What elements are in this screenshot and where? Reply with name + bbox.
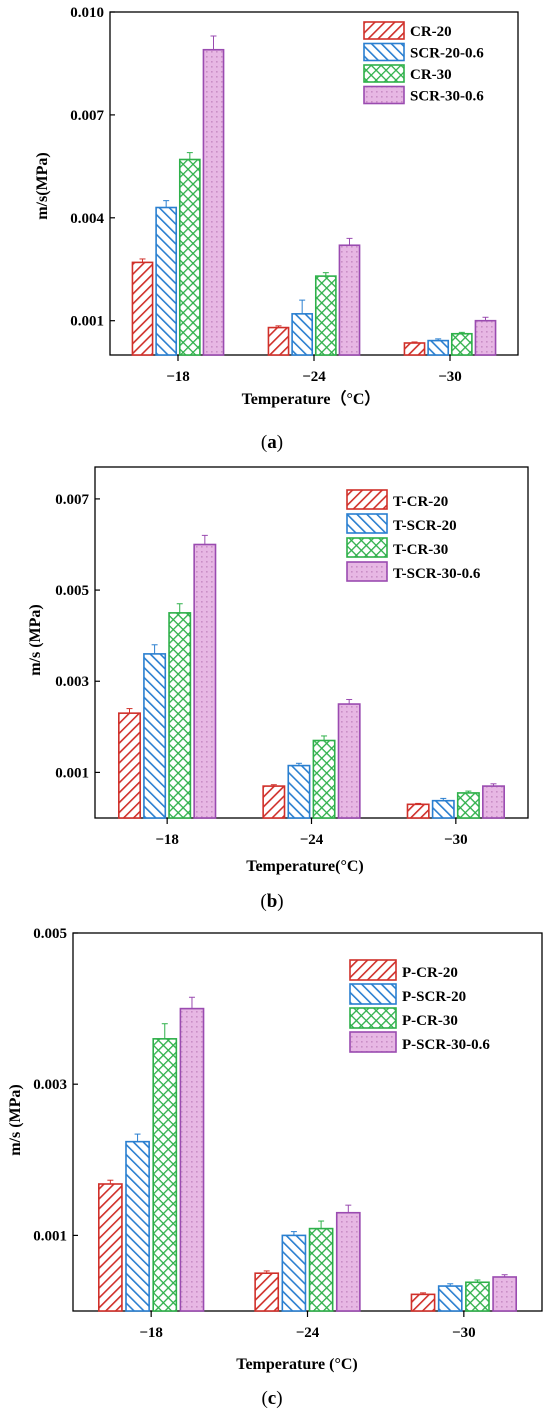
y-tick-label: 0.001 — [55, 765, 89, 781]
bar-scr-30-0.6 — [202, 48, 225, 356]
y-tick-label: 0.005 — [33, 926, 67, 942]
x-tick-label: −30 — [438, 369, 462, 385]
legend-swatch — [346, 489, 388, 510]
bar-p-scr-30-0.6 — [179, 1007, 205, 1312]
y-tick-label: 0.007 — [70, 108, 104, 124]
x-tick-label: −30 — [452, 1325, 476, 1341]
bar-t-scr-20 — [431, 799, 455, 819]
legend-swatch — [349, 1031, 397, 1053]
y-axis-label: m/s (MPa) — [27, 604, 44, 676]
bar-p-scr-30-0.6 — [335, 1211, 361, 1312]
bar-p-scr-20 — [281, 1234, 307, 1312]
bar-t-cr-20 — [262, 785, 286, 819]
bar-scr-20-0.6 — [427, 339, 450, 356]
legend-swatch — [346, 513, 388, 534]
panel-caption: (c) — [261, 1388, 282, 1409]
x-axis-label: Temperature（°C） — [242, 390, 381, 408]
legend-label: P-CR-20 — [402, 965, 458, 981]
panel-caption: (a) — [261, 432, 283, 453]
y-tick-label: 0.003 — [55, 674, 89, 690]
bar-t-cr-30 — [312, 739, 336, 819]
chart-panel-b: m/s (MPa) Temperature(°C) (b) 0.001 0.003… — [27, 466, 529, 912]
bar-t-scr-30-0.6 — [337, 703, 361, 819]
bar-t-cr-30 — [168, 612, 192, 819]
legend-label: T-SCR-20 — [393, 518, 457, 534]
legend-label: T-CR-30 — [393, 542, 448, 558]
legend-swatch — [346, 561, 388, 582]
legend-swatch — [349, 1007, 397, 1029]
y-tick-label: 0.005 — [55, 583, 89, 599]
bar-scr-30-0.6 — [338, 244, 361, 356]
legend-label: P-SCR-20 — [402, 989, 466, 1005]
x-tick-label: −18 — [139, 1325, 163, 1341]
legend-label: T-CR-20 — [393, 494, 448, 510]
y-tick-label: 0.001 — [70, 314, 104, 330]
legend-swatch — [363, 42, 405, 62]
legend-swatch — [363, 21, 405, 40]
x-tick-label: −30 — [444, 832, 468, 848]
bar-t-scr-30-0.6 — [482, 785, 505, 819]
bar-t-scr-20 — [287, 764, 311, 819]
legend-swatch — [349, 983, 397, 1005]
bar-p-cr-30 — [152, 1038, 178, 1312]
bar-cr-30 — [314, 275, 337, 356]
bar-p-cr-20 — [97, 1183, 123, 1312]
chart-panel-a: m/s(MPa) Temperature（°C） (a) 0.001 0.004 0… — [34, 5, 519, 453]
y-tick-label: 0.007 — [55, 492, 89, 508]
y-axis-label: m/s (MPa) — [7, 1084, 24, 1156]
bar-t-cr-20 — [406, 803, 430, 819]
bar-p-cr-20 — [254, 1272, 280, 1312]
bar-t-scr-20 — [143, 653, 167, 819]
x-axis-label: Temperature(°C) — [246, 858, 363, 875]
bar-t-cr-20 — [118, 712, 141, 819]
x-tick-label: −24 — [302, 369, 326, 385]
y-tick-label: 0.004 — [70, 211, 104, 227]
legend-swatch — [346, 537, 388, 558]
legend-swatch — [363, 85, 405, 105]
bar-p-scr-30-0.6 — [492, 1276, 518, 1312]
bar-cr-20 — [267, 326, 290, 356]
bar-p-cr-30 — [308, 1227, 334, 1312]
x-tick-label: −18 — [166, 369, 190, 385]
bar-p-cr-30 — [465, 1281, 490, 1312]
bar-scr-20-0.6 — [155, 206, 178, 356]
bar-p-scr-20 — [125, 1140, 150, 1312]
legend-label: T-SCR-30-0.6 — [393, 566, 481, 582]
chart-panel-c: m/s (MPa) Temperature (°C) (c) 0.001 0.00… — [7, 926, 543, 1409]
bar-scr-30-0.6 — [474, 319, 497, 356]
bar-cr-20 — [131, 261, 154, 356]
legend-label: P-SCR-30-0.6 — [402, 1037, 490, 1053]
bar-cr-30 — [450, 332, 473, 356]
x-tick-label: −24 — [300, 832, 324, 848]
y-axis-label: m/s(MPa) — [34, 152, 51, 220]
legend-label: SCR-20-0.6 — [410, 46, 484, 62]
y-tick-label: 0.010 — [70, 5, 104, 21]
bar-scr-20-0.6 — [291, 313, 314, 356]
legend-label: P-CR-30 — [402, 1013, 458, 1029]
legend-swatch — [363, 64, 405, 83]
bar-t-scr-30-0.6 — [193, 543, 217, 819]
legend-label: CR-20 — [410, 24, 452, 40]
y-tick-label: 0.001 — [33, 1228, 67, 1244]
bar-t-cr-30 — [456, 792, 480, 819]
panel-caption: (b) — [260, 891, 283, 912]
bar-cr-20 — [403, 342, 426, 356]
x-axis-label: Temperature (°C) — [236, 1356, 357, 1373]
y-tick-label: 0.003 — [33, 1077, 67, 1093]
bar-cr-30 — [178, 158, 201, 356]
bar-p-scr-20 — [437, 1285, 463, 1312]
x-tick-label: −18 — [155, 832, 179, 848]
legend-label: CR-30 — [410, 67, 452, 83]
legend-swatch — [349, 959, 397, 981]
bar-p-cr-20 — [410, 1293, 436, 1312]
legend-label: SCR-30-0.6 — [410, 89, 484, 105]
x-tick-label: −24 — [296, 1325, 320, 1341]
